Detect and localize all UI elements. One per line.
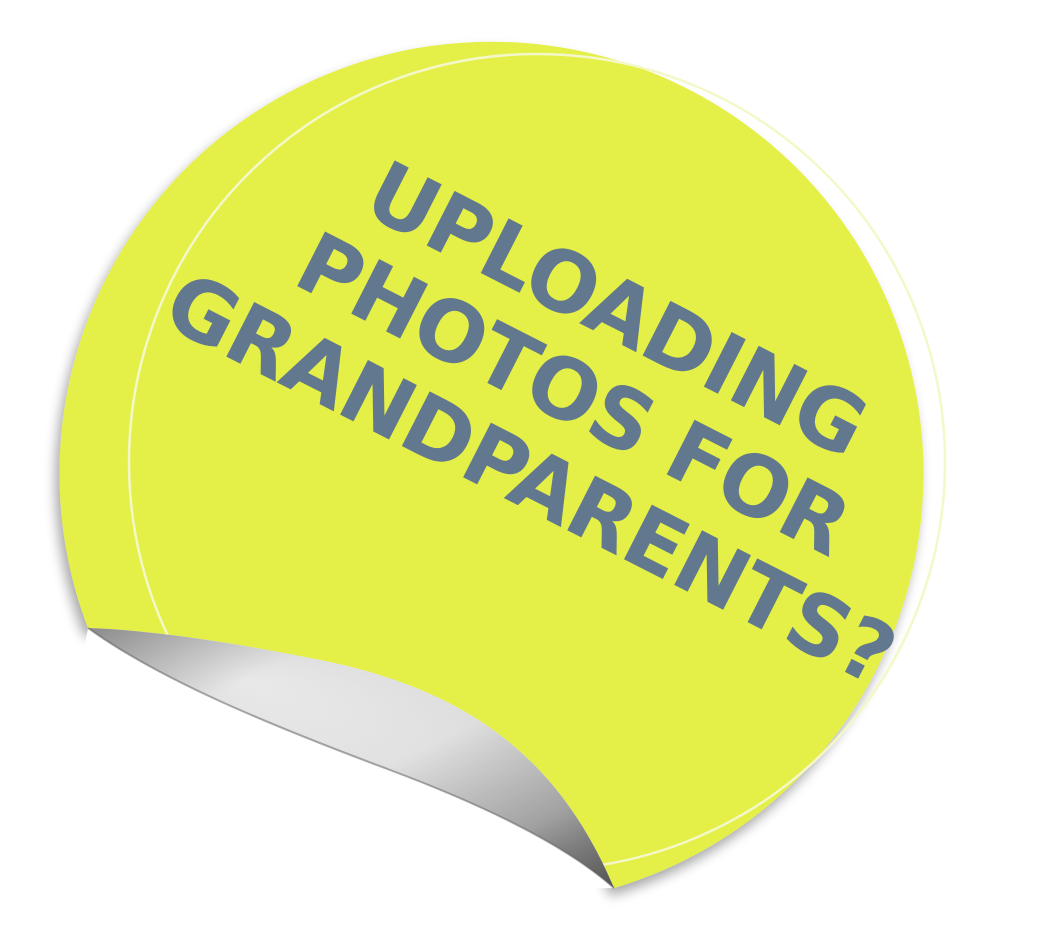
sticker-body bbox=[59, 41, 924, 888]
peeled-corner bbox=[87, 627, 615, 889]
